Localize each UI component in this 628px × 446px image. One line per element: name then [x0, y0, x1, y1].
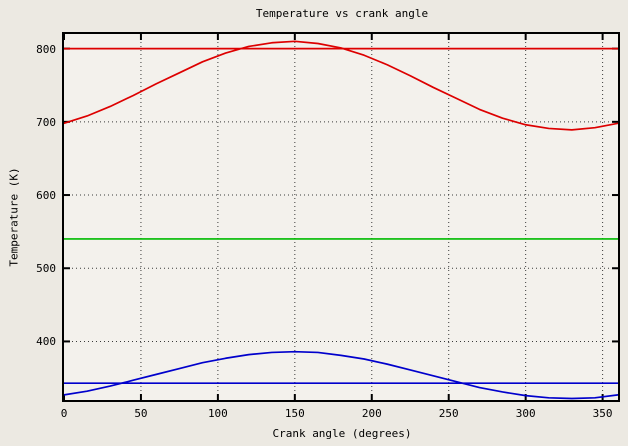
- y-axis-title: Temperature (K): [7, 167, 21, 267]
- x-tick-label: 300: [515, 407, 536, 420]
- x-tick-label: 250: [438, 407, 459, 420]
- x-tick-label: 0: [60, 407, 68, 420]
- red-temperature-curve: [64, 40, 618, 131]
- blue-temperature-curve: [64, 350, 618, 400]
- x-axis-title: Crank angle (degrees): [272, 427, 412, 440]
- y-tick-label: 500: [36, 262, 56, 276]
- y-tick-label: 400: [36, 335, 56, 349]
- x-tick-label: 150: [284, 407, 305, 420]
- x-tick-label: 200: [361, 407, 382, 420]
- x-tick-label: 50: [134, 407, 148, 420]
- y-tick-label: 800: [36, 42, 56, 56]
- plot-canvas: [64, 34, 618, 400]
- chart-title: Temperature vs crank angle: [255, 7, 429, 20]
- x-tick-label: 100: [207, 407, 228, 420]
- plot-area: [62, 32, 620, 402]
- x-tick-label: 350: [592, 407, 613, 420]
- y-tick-label: 700: [36, 115, 56, 129]
- y-tick-label: 600: [36, 189, 56, 203]
